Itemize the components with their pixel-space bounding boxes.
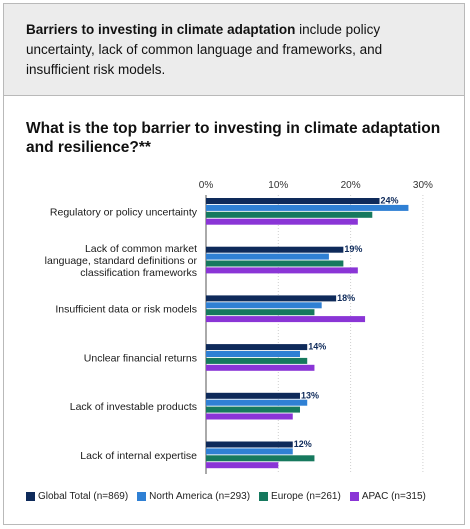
bar-3 <box>206 406 300 413</box>
summary-banner: Barriers to investing in climate adaptat… <box>4 4 464 96</box>
bar-4 <box>206 218 358 225</box>
legend-swatch <box>26 492 35 501</box>
banner-rest: include policy uncertainty, lack of comm… <box>26 22 383 77</box>
bar-1 <box>206 246 344 253</box>
legend-label: North America (n=293) <box>149 491 251 502</box>
bar-2 <box>206 302 322 309</box>
bar-3 <box>206 357 308 364</box>
legend-item: North America (n=293) <box>137 491 250 502</box>
banner-lead: Barriers to investing in climate adaptat… <box>26 22 296 37</box>
legend-swatch <box>137 492 147 501</box>
category-label: Insufficient data or risk models <box>55 304 197 316</box>
category-label: Regulatory or policy uncertainty <box>50 206 198 218</box>
legend-swatch <box>259 492 269 501</box>
chart-title: What is the top barrier to investing in … <box>26 120 441 156</box>
data-label: 18% <box>337 293 355 303</box>
legend-swatch <box>349 492 359 501</box>
category-label: Lack of investable products <box>70 401 197 413</box>
bar-3 <box>206 260 344 267</box>
bar-2 <box>206 399 308 406</box>
banner-text: Barriers to investing in climate adaptat… <box>26 20 446 80</box>
bar-2 <box>206 204 409 211</box>
category-label: Unclear financial returns <box>84 352 197 364</box>
data-label: 12% <box>294 439 312 449</box>
x-tick-label: 20% <box>341 180 361 191</box>
legend-label: APAC (n=315) <box>361 491 426 502</box>
bar-1 <box>206 441 293 448</box>
data-label: 13% <box>301 390 319 400</box>
bar-1 <box>206 295 337 302</box>
bar-4 <box>206 316 366 323</box>
bar-4 <box>206 413 293 420</box>
category-label: Lack of internal expertise <box>80 450 197 462</box>
bar-2 <box>206 253 329 260</box>
data-label: 14% <box>308 342 326 352</box>
bar-4 <box>206 364 315 371</box>
bar-1 <box>206 344 308 351</box>
legend-item: APAC (n=315) <box>349 491 426 502</box>
bar-3 <box>206 455 315 462</box>
bar-4 <box>206 267 358 274</box>
chart-legend: Global Total (n=869) North America (n=293… <box>26 491 456 502</box>
bar-2 <box>206 448 293 455</box>
bar-4 <box>206 462 279 469</box>
category-label: classification frameworks <box>80 267 197 279</box>
legend-label: Global Total (n=869) <box>38 491 129 502</box>
bar-3 <box>206 309 315 316</box>
x-tick-label: 0% <box>199 180 214 191</box>
bar-3 <box>206 211 373 218</box>
x-tick-label: 30% <box>413 180 433 191</box>
category-label: language, standard definitions or <box>45 255 198 267</box>
legend-label: Europe (n=261) <box>271 491 341 502</box>
x-tick-label: 10% <box>268 180 288 191</box>
category-label: Lack of common market <box>85 243 197 255</box>
bar-1 <box>206 198 380 204</box>
legend-item: Global Total (n=869) <box>26 491 128 502</box>
bar-1 <box>206 392 300 399</box>
legend-item: Europe (n=261) <box>259 491 341 502</box>
data-label: 19% <box>344 244 362 254</box>
chart-card: Barriers to investing in climate adaptat… <box>3 3 465 525</box>
data-label: 24% <box>381 196 399 206</box>
bar-2 <box>206 351 300 357</box>
